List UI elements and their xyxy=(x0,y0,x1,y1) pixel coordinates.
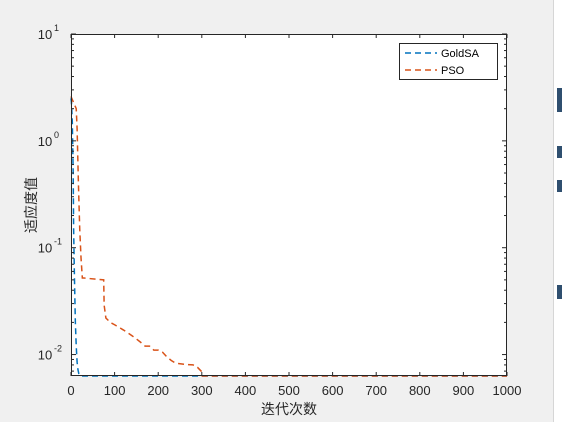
legend-label-goldsa: GoldSA xyxy=(441,48,480,60)
x-ticks: 0 100 200 300 400 500 600 700 800 900 1000 xyxy=(67,34,521,398)
x-tick-label: 900 xyxy=(453,383,475,398)
series-line-pso xyxy=(70,96,507,377)
y-tick-exponent: 1 xyxy=(54,23,59,33)
y-tick-exponent: -1 xyxy=(54,237,62,247)
y-tick-label: 10 xyxy=(38,241,52,256)
side-panel-marker xyxy=(557,146,562,158)
legend-box xyxy=(399,43,498,80)
legend-label-pso: PSO xyxy=(441,65,465,77)
series-line-goldsa xyxy=(70,98,507,377)
x-tick-label: 400 xyxy=(235,383,257,398)
x-tick-label: 800 xyxy=(409,383,431,398)
side-panel-marker xyxy=(557,285,562,299)
y-axis-label: 适应度值 xyxy=(23,177,40,233)
x-tick-label: 700 xyxy=(365,383,387,398)
plot-area xyxy=(71,34,507,376)
legend: GoldSA PSO xyxy=(399,43,498,80)
side-panel-marker xyxy=(557,180,562,192)
y-tick-label: 10 xyxy=(38,27,52,42)
x-tick-label: 200 xyxy=(147,383,169,398)
x-tick-label: 0 xyxy=(67,383,74,398)
x-tick-label: 500 xyxy=(278,383,300,398)
y-tick-label: 10 xyxy=(38,134,52,149)
y-tick-label: 10 xyxy=(38,348,52,363)
y-tick-exponent: -2 xyxy=(54,344,62,354)
x-tick-label: 300 xyxy=(191,383,213,398)
side-panel-marker xyxy=(557,88,562,112)
x-tick-label: 600 xyxy=(322,383,344,398)
x-axis-label: 迭代次数 xyxy=(261,402,317,418)
side-panel-edge xyxy=(553,0,562,422)
y-tick-exponent: 0 xyxy=(54,130,59,140)
series-layer xyxy=(70,96,507,377)
x-tick-label: 1000 xyxy=(493,383,522,398)
x-tick-label: 100 xyxy=(104,383,126,398)
